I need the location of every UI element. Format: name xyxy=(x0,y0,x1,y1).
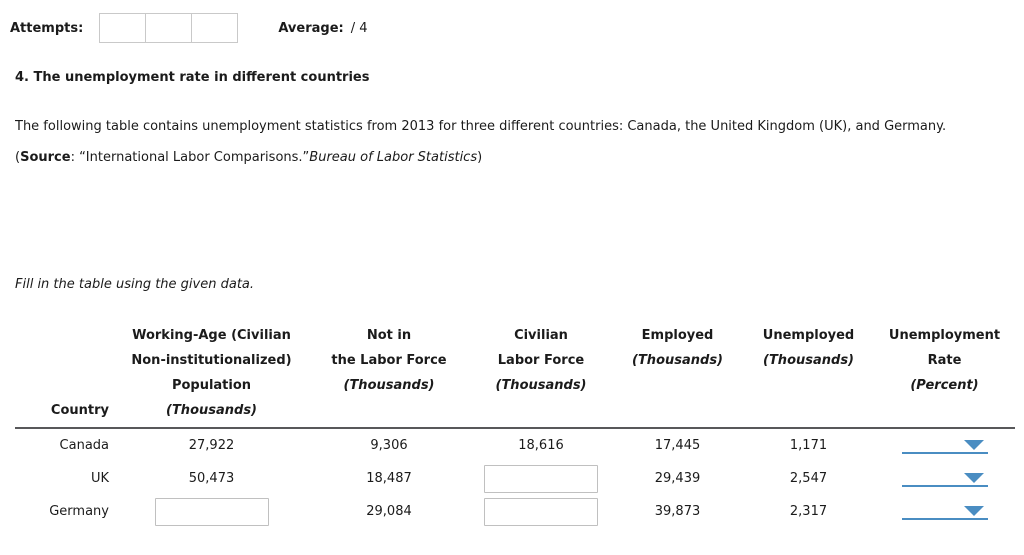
table-row-canada: Canada 27,922 9,306 18,616 17,445 1,171 xyxy=(15,429,1015,462)
working-age-value-canada: 27,922 xyxy=(188,438,235,453)
dropdown-arrow-icon xyxy=(963,505,984,516)
attempts-boxes xyxy=(99,13,239,43)
source-quote: : “International Labor Comparisons.” xyxy=(70,150,310,165)
average-label: Average: xyxy=(278,20,344,36)
attempt-box-3 xyxy=(191,13,239,43)
attempt-box-2 xyxy=(145,13,193,43)
unemployed-value-germany: 2,317 xyxy=(789,504,828,519)
header-unemployment-rate: Unemployment Rate (Percent) xyxy=(888,328,1001,393)
working-age-input-germany[interactable] xyxy=(154,497,269,526)
source-publisher: Bureau of Labor Statistics xyxy=(309,150,478,165)
dropdown-arrow-icon xyxy=(963,472,984,483)
table-row-uk: UK 50,473 18,487 29,439 2,547 xyxy=(15,462,1015,495)
header-working-age-population: Working-Age (Civilian Non-institutionali… xyxy=(131,328,292,418)
table-header-row: Country Working-Age (Civilian Non-instit… xyxy=(15,323,1015,429)
civilian-labor-force-input-germany[interactable] xyxy=(484,497,598,526)
civilian-labor-force-input-uk[interactable] xyxy=(484,464,598,493)
header-civilian-labor-force: Civilian Labor Force (Thousands) xyxy=(495,328,587,393)
not-in-labor-force-value-uk: 18,487 xyxy=(366,471,412,486)
header-employed: Employed (Thousands) xyxy=(632,328,723,368)
header-unemployed: Unemployed (Thousands) xyxy=(762,328,855,368)
country-label-uk: UK xyxy=(90,471,109,486)
dropdown-arrow-icon xyxy=(963,439,984,450)
unemployed-value-canada: 1,171 xyxy=(789,438,828,453)
country-label-canada: Canada xyxy=(59,438,109,453)
header-not-in-labor-force: Not in the Labor Force (Thousands) xyxy=(331,328,447,393)
source-close-paren: ) xyxy=(477,150,483,165)
country-label-germany: Germany xyxy=(49,504,109,519)
employed-value-canada: 17,445 xyxy=(654,438,701,453)
source-open-paren: ( xyxy=(15,150,21,165)
unemployment-rate-dropdown-germany[interactable] xyxy=(901,504,988,520)
not-in-labor-force-value-germany: 29,084 xyxy=(366,504,412,519)
question-title: 4. The unemployment rate in different co… xyxy=(15,70,370,85)
not-in-labor-force-value-canada: 9,306 xyxy=(370,438,408,453)
fill-table-instruction: Fill in the table using the given data. xyxy=(15,277,255,292)
average-value: / 4 xyxy=(350,20,368,36)
attempts-bar: Attempts: Average: / 4 xyxy=(10,13,1024,43)
source-citation: (Source: “International Labor Comparison… xyxy=(15,150,1024,165)
employed-value-germany: 39,873 xyxy=(654,504,701,519)
unemployment-table: Country Working-Age (Civilian Non-instit… xyxy=(15,323,1015,528)
working-age-value-uk: 50,473 xyxy=(188,471,235,486)
unemployment-rate-dropdown-canada[interactable] xyxy=(901,438,988,454)
attempts-label: Attempts: xyxy=(10,20,84,36)
employed-value-uk: 29,439 xyxy=(654,471,701,486)
civilian-labor-force-value-canada: 18,616 xyxy=(518,438,564,453)
question-intro: The following table contains unemploymen… xyxy=(15,119,947,134)
source-label: Source xyxy=(20,150,71,165)
table-row-germany: Germany 29,084 39,873 2,317 xyxy=(15,495,1015,528)
unemployed-value-uk: 2,547 xyxy=(789,471,828,486)
attempt-box-1 xyxy=(99,13,147,43)
unemployment-rate-dropdown-uk[interactable] xyxy=(901,471,988,487)
header-country: Country xyxy=(50,403,109,418)
